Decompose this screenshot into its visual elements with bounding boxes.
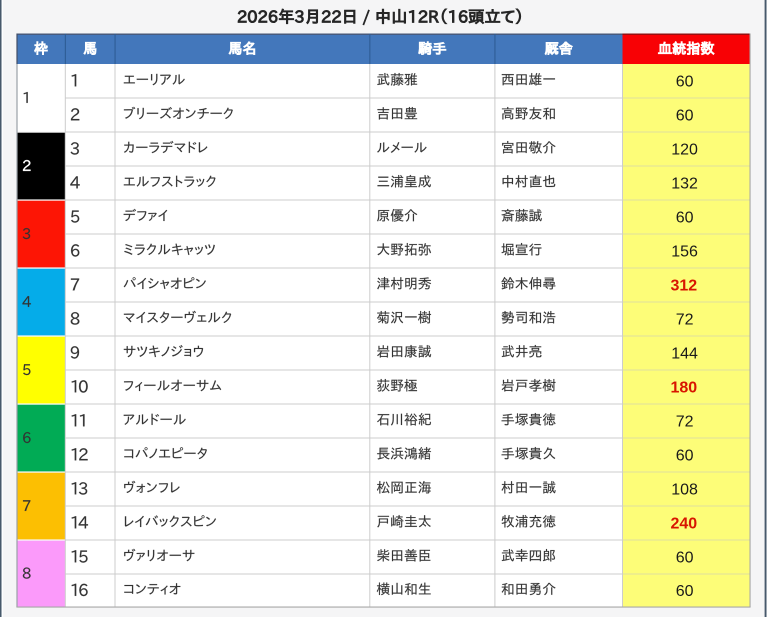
svg-text:108: 108 [671,481,698,498]
svg-text:72: 72 [676,311,694,328]
svg-text:60: 60 [676,107,694,124]
svg-text:156: 156 [671,243,698,260]
svg-text:60: 60 [676,549,694,566]
svg-text:132: 132 [671,175,698,192]
svg-text:60: 60 [676,73,694,90]
svg-text:180: 180 [670,379,697,396]
svg-text:312: 312 [670,277,697,294]
svg-text:144: 144 [671,345,698,362]
svg-text:72: 72 [676,413,694,430]
svg-text:120: 120 [671,141,698,158]
svg-text:240: 240 [670,515,697,532]
svg-text:60: 60 [676,447,694,464]
svg-text:60: 60 [676,583,694,600]
svg-text:60: 60 [676,209,694,226]
